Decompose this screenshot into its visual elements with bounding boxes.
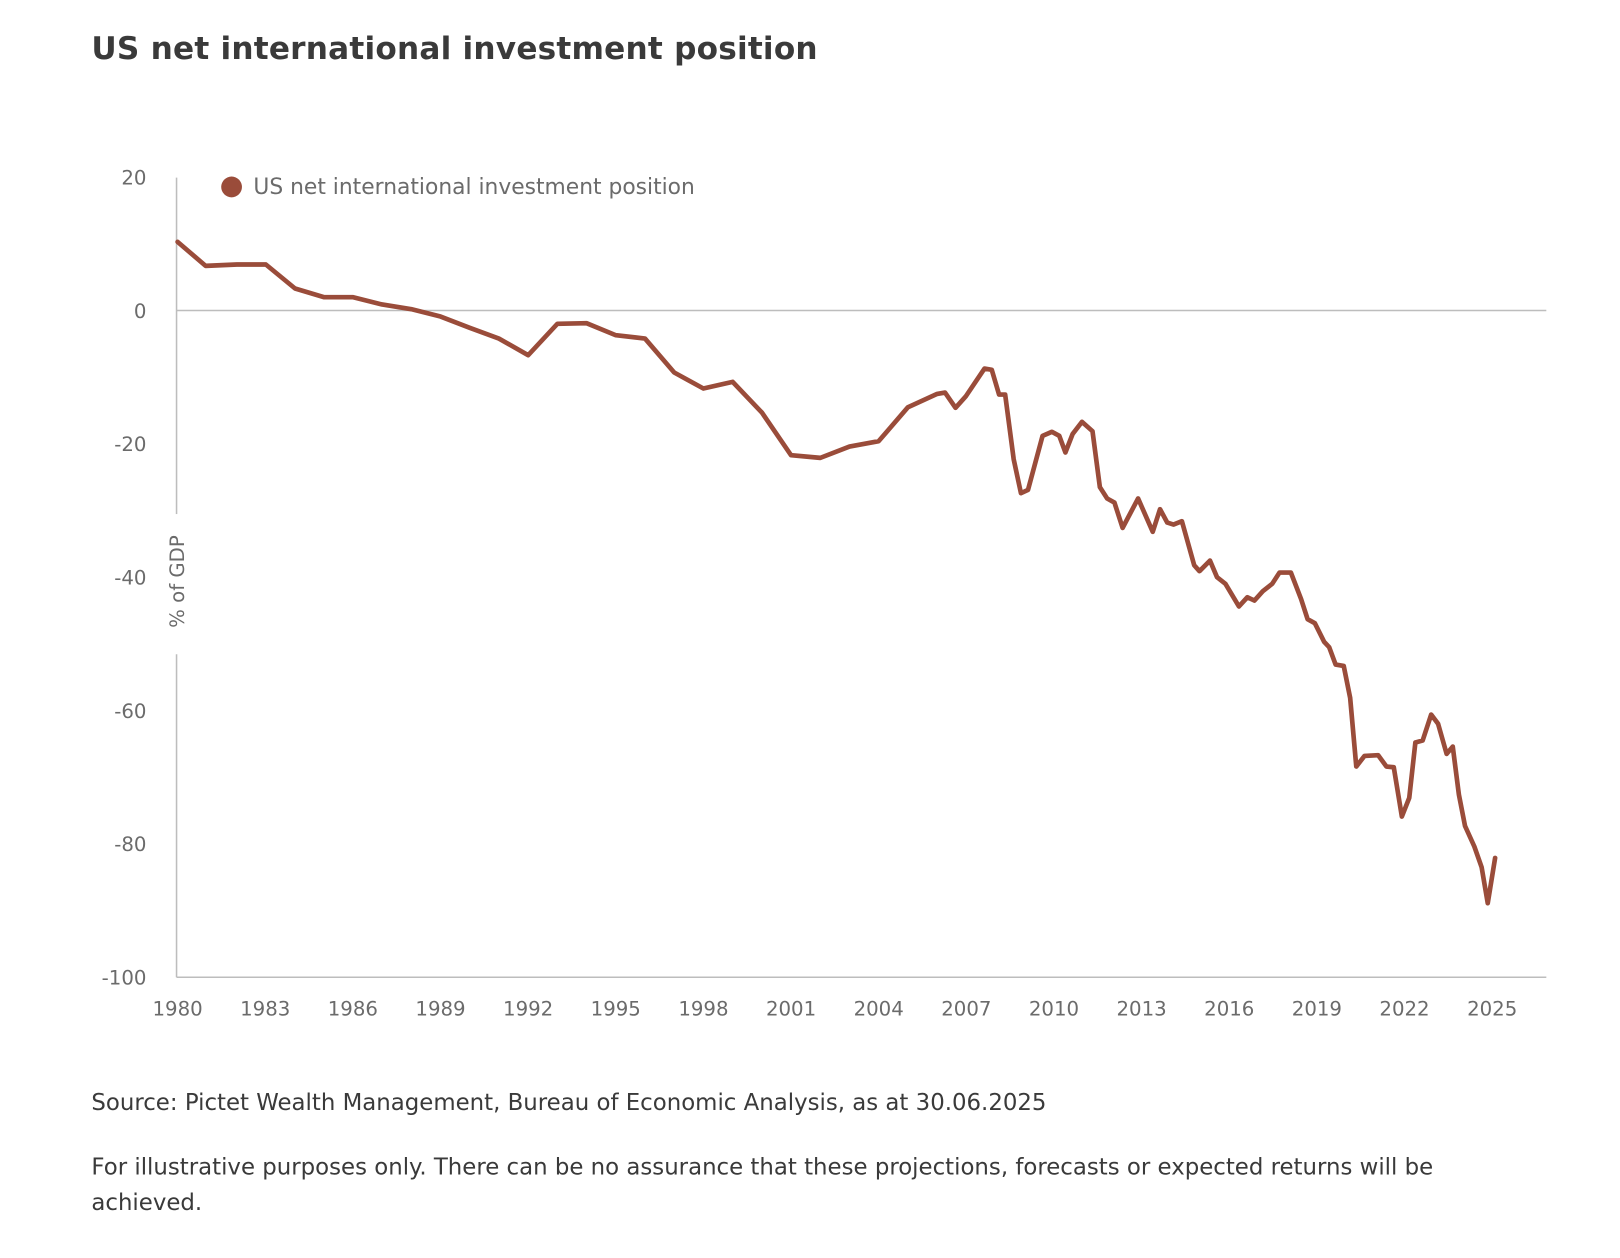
ylabel-background — [155, 514, 198, 655]
y-tick-label: 0 — [134, 300, 147, 323]
x-tick-label: 1983 — [240, 998, 290, 1021]
y-tick-label: -80 — [114, 833, 146, 856]
x-tick-label: 1995 — [591, 998, 641, 1021]
chart-title: US net international investment position — [91, 31, 818, 68]
y-tick-label: 20 — [121, 166, 146, 189]
source-note: Source: Pictet Wealth Management, Bureau… — [91, 1090, 1047, 1117]
line-chart: 20 0 -20 -40 -60 -80 -100 1980 1983 1986 1989 1992… — [102, 166, 1547, 1021]
legend-label: US net international investment position — [253, 175, 694, 200]
x-tick-label: 1980 — [152, 998, 202, 1021]
y-axis-label: % of GDP — [166, 535, 189, 628]
x-tick-label: 1998 — [678, 998, 728, 1021]
x-tick-label: 2004 — [854, 998, 904, 1021]
series-line-us-niip — [175, 239, 1498, 906]
x-tick-label: 2019 — [1292, 998, 1342, 1021]
x-tick-label: 2010 — [1029, 998, 1079, 1021]
disclaimer-note: For illustrative purposes only. There ca… — [91, 1154, 1434, 1217]
y-tick-label: -100 — [102, 966, 147, 989]
x-tick-label: 2013 — [1117, 998, 1167, 1021]
x-tick-label: 2022 — [1379, 998, 1429, 1021]
x-tick-label: 2016 — [1204, 998, 1254, 1021]
x-tick-label: 1992 — [503, 998, 553, 1021]
y-tick-label: -60 — [114, 700, 146, 723]
x-tick-label: 2025 — [1467, 998, 1517, 1021]
x-tick-label: 2007 — [941, 998, 991, 1021]
legend-marker — [221, 176, 242, 198]
x-tick-label: 1986 — [328, 998, 378, 1021]
y-tick-label: -20 — [114, 433, 146, 456]
x-tick-label: 1989 — [415, 998, 465, 1021]
y-tick-label: -40 — [114, 566, 146, 589]
x-tick-label: 2001 — [766, 998, 816, 1021]
